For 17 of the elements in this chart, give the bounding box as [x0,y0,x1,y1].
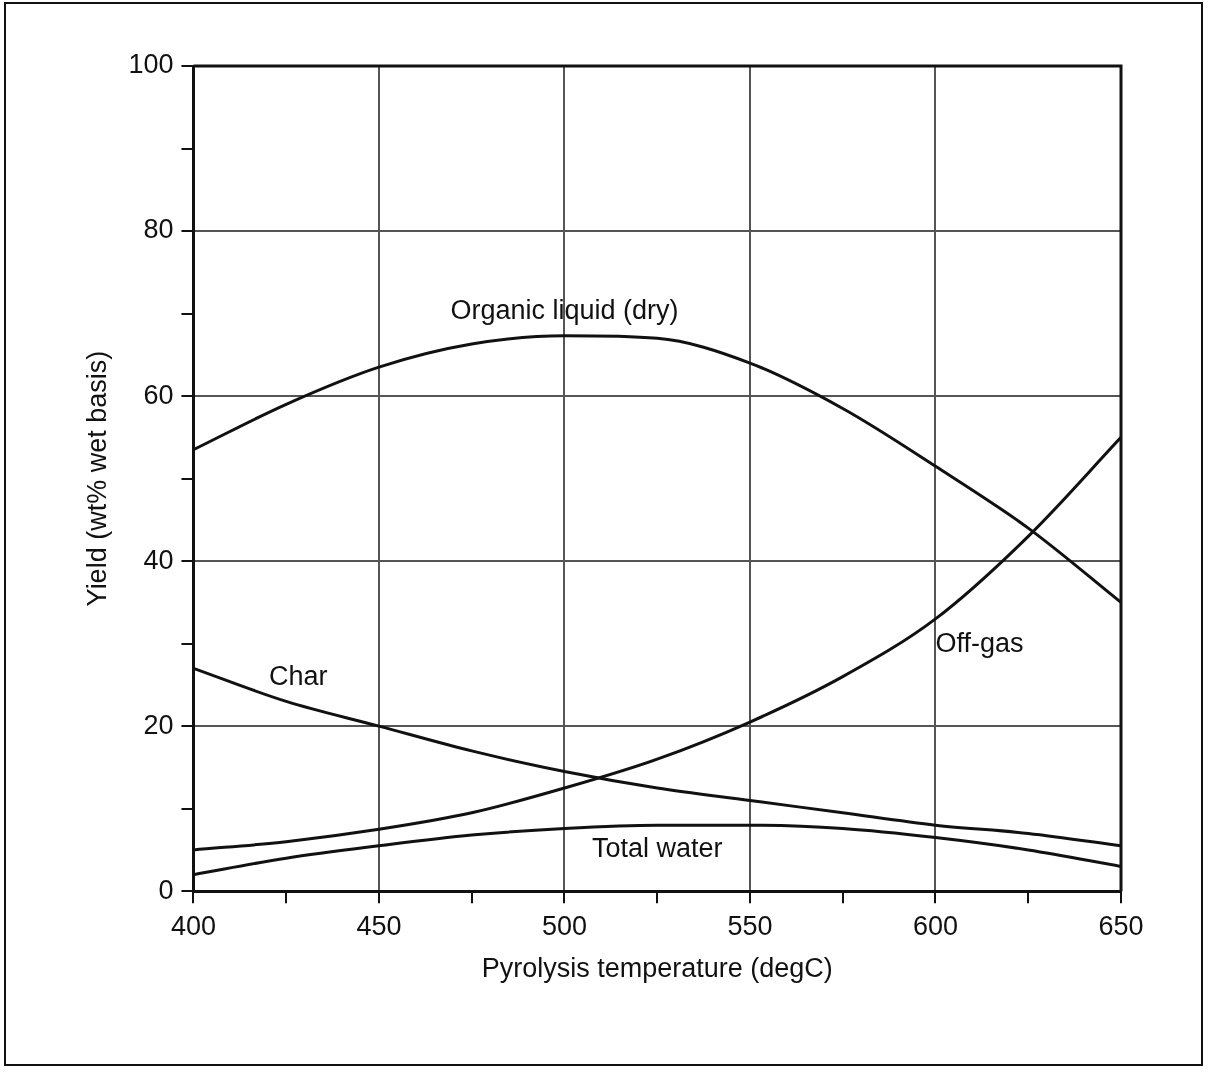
y-tick-label: 40 [143,544,174,575]
x-tick-label: 650 [1098,910,1144,941]
y-tick-label: 20 [143,709,174,740]
x-tick-label: 550 [727,910,773,941]
x-tick-label: 600 [912,910,959,941]
x-axis-title: Pyrolysis temperature (degC) [481,953,833,984]
y-axis-title: Yield (wt% wet basis) [81,350,112,607]
y-tick-label: 60 [143,379,174,410]
x-tick-label: 400 [170,910,216,941]
y-tick-label: 100 [128,49,174,80]
series-label: Char [268,660,328,691]
x-tick-label: 450 [356,910,402,941]
y-tick-label: 0 [158,874,174,905]
series-label: Off-gas [935,628,1024,659]
x-tick-label: 500 [541,910,587,941]
y-tick-label: 80 [143,214,174,245]
series-label: Total water [591,832,723,863]
